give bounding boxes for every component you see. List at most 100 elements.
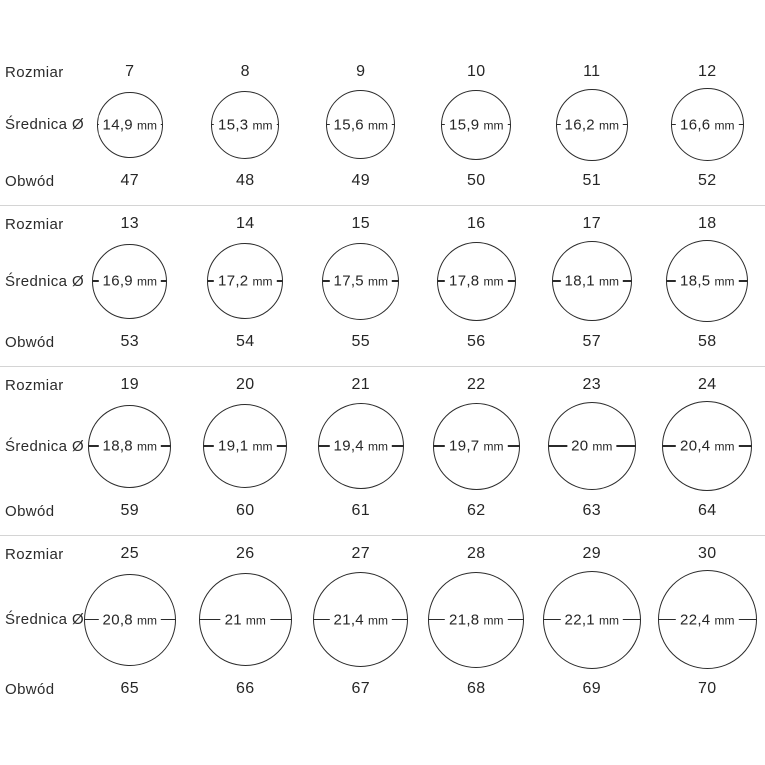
- diameter-value: 21: [224, 611, 242, 628]
- ring-column: 29 22,1 mm 69: [534, 544, 650, 699]
- ring-column: 18 18,5 mm 58: [650, 214, 765, 352]
- diameter-unit: mm: [598, 118, 619, 132]
- diameter-label: 15,9 mm: [445, 115, 508, 134]
- ring-circle: 17,2 mm: [207, 243, 284, 319]
- ring-column: 14 17,2 mm 54: [188, 214, 304, 352]
- diameter-value: 17,5: [333, 272, 364, 290]
- ring-circle: 16,6 mm: [670, 88, 744, 161]
- ring-size-value: 24: [698, 376, 717, 393]
- diameter-unit: mm: [367, 118, 388, 132]
- ring-column: 20 19,1 mm 60: [188, 375, 304, 521]
- diameter-unit: mm: [252, 118, 273, 132]
- diameter-label: 20,4 mm: [676, 436, 739, 456]
- ring-circle: 19,4 mm: [317, 403, 404, 489]
- circumference-value: 65: [120, 680, 139, 697]
- ring-size-value: 21: [351, 376, 370, 393]
- ring-circle: 15,9 mm: [441, 89, 512, 160]
- ring-size-value: 12: [698, 63, 717, 80]
- ring-size-value: 22: [467, 376, 486, 393]
- circumference-value: 60: [236, 502, 255, 519]
- diameter-value: 14,9: [102, 116, 133, 133]
- ring-circle: 15,3 mm: [211, 90, 280, 159]
- ring-size-value: 30: [698, 545, 717, 562]
- diameter-unit: mm: [252, 274, 273, 289]
- diameter-label: 16,2 mm: [560, 115, 623, 134]
- ring-circle: 14,9 mm: [96, 91, 163, 158]
- diameter-value: 17,2: [218, 272, 249, 290]
- diameter-unit: mm: [483, 118, 504, 132]
- diameter-value: 15,6: [333, 116, 364, 133]
- circumference-value: 59: [120, 502, 139, 519]
- row-labels: Rozmiar Średnica Ø Obwód: [0, 62, 84, 191]
- diameter-value: 18,1: [564, 272, 595, 290]
- circumference-value: 55: [351, 333, 370, 350]
- ring-column: 15 17,5 mm 55: [303, 214, 419, 352]
- size-row-section: Rozmiar Średnica Ø Obwód 19 18,8 mm 59: [0, 366, 765, 535]
- circumference-value: 51: [582, 172, 601, 189]
- circumference-value: 70: [698, 680, 717, 697]
- size-row-section: Rozmiar Średnica Ø Obwód 13 16,9 mm 53: [0, 205, 765, 366]
- ring-size-value: 17: [582, 215, 601, 232]
- ring-circle: 19,1 mm: [203, 404, 288, 488]
- diameter-label: 22,1 mm: [560, 610, 623, 629]
- ring-column: 28 21,8 mm 68: [419, 544, 535, 699]
- ring-column: 23 20 mm 63: [534, 375, 650, 521]
- ring-column: 19 18,8 mm 59: [72, 375, 188, 521]
- diameter-value: 15,9: [449, 116, 480, 133]
- diameter-label: 17,5 mm: [329, 271, 392, 291]
- diameter-unit: mm: [136, 118, 157, 132]
- diameter-unit: mm: [714, 274, 735, 289]
- ring-size-value: 19: [120, 376, 139, 393]
- ring-column: 11 16,2 mm 51: [534, 62, 650, 191]
- ring-size-value: 7: [125, 63, 135, 80]
- size-row-label: Rozmiar: [5, 215, 64, 233]
- ring-column: 10 15,9 mm 50: [419, 62, 535, 191]
- row-labels: Rozmiar Średnica Ø Obwód: [0, 214, 84, 352]
- diameter-row-label: Średnica Ø: [5, 272, 85, 290]
- diameter-label: 20,8 mm: [98, 610, 161, 629]
- ring-column: 12 16,6 mm 52: [650, 62, 765, 191]
- diameter-unit: mm: [136, 274, 157, 289]
- size-row-label: Rozmiar: [5, 63, 64, 81]
- diameter-value: 19,1: [218, 437, 249, 455]
- ring-circle: 16,2 mm: [555, 88, 628, 161]
- circumference-row-label: Obwód: [5, 172, 55, 190]
- ring-size-value: 16: [467, 215, 486, 232]
- diameter-unit: mm: [252, 439, 273, 454]
- diameter-unit: mm: [714, 613, 735, 627]
- ring-circle: 18,8 mm: [88, 404, 172, 488]
- diameter-label: 14,9 mm: [98, 115, 161, 134]
- diameter-value: 16,6: [680, 116, 711, 133]
- ring-size-value: 27: [351, 545, 370, 562]
- ring-column: 8 15,3 mm 48: [188, 62, 304, 191]
- circumference-value: 52: [698, 172, 717, 189]
- diameter-unit: mm: [367, 439, 388, 454]
- circumference-value: 48: [236, 172, 255, 189]
- diameter-row-label: Średnica Ø: [5, 611, 85, 628]
- ring-circle: 20,8 mm: [83, 573, 176, 666]
- diameter-row-label: Średnica Ø: [5, 116, 85, 133]
- ring-size-value: 29: [582, 545, 601, 562]
- ring-size-value: 13: [120, 215, 139, 232]
- diameter-unit: mm: [714, 439, 735, 454]
- circumference-row-label: Obwód: [5, 680, 55, 698]
- diameter-unit: mm: [483, 439, 504, 454]
- ring-circle: 18,1 mm: [551, 241, 632, 321]
- diameter-unit: mm: [367, 613, 388, 627]
- diameter-label: 16,9 mm: [98, 271, 161, 291]
- ring-circle: 22,1 mm: [542, 570, 641, 669]
- diameter-unit: mm: [136, 613, 157, 627]
- circumference-value: 54: [236, 333, 255, 350]
- diameter-value: 20: [571, 437, 589, 455]
- row-labels: Rozmiar Średnica Ø Obwód: [0, 544, 84, 699]
- size-row-label: Rozmiar: [5, 376, 64, 394]
- circumference-value: 47: [120, 172, 139, 189]
- ring-size-value: 8: [240, 63, 250, 80]
- ring-size-value: 26: [236, 545, 255, 562]
- diameter-row-label: Średnica Ø: [5, 437, 85, 455]
- ring-circle: 20 mm: [547, 402, 636, 490]
- ring-circle: 15,6 mm: [326, 90, 396, 159]
- circumference-value: 49: [351, 172, 370, 189]
- circumference-value: 50: [467, 172, 486, 189]
